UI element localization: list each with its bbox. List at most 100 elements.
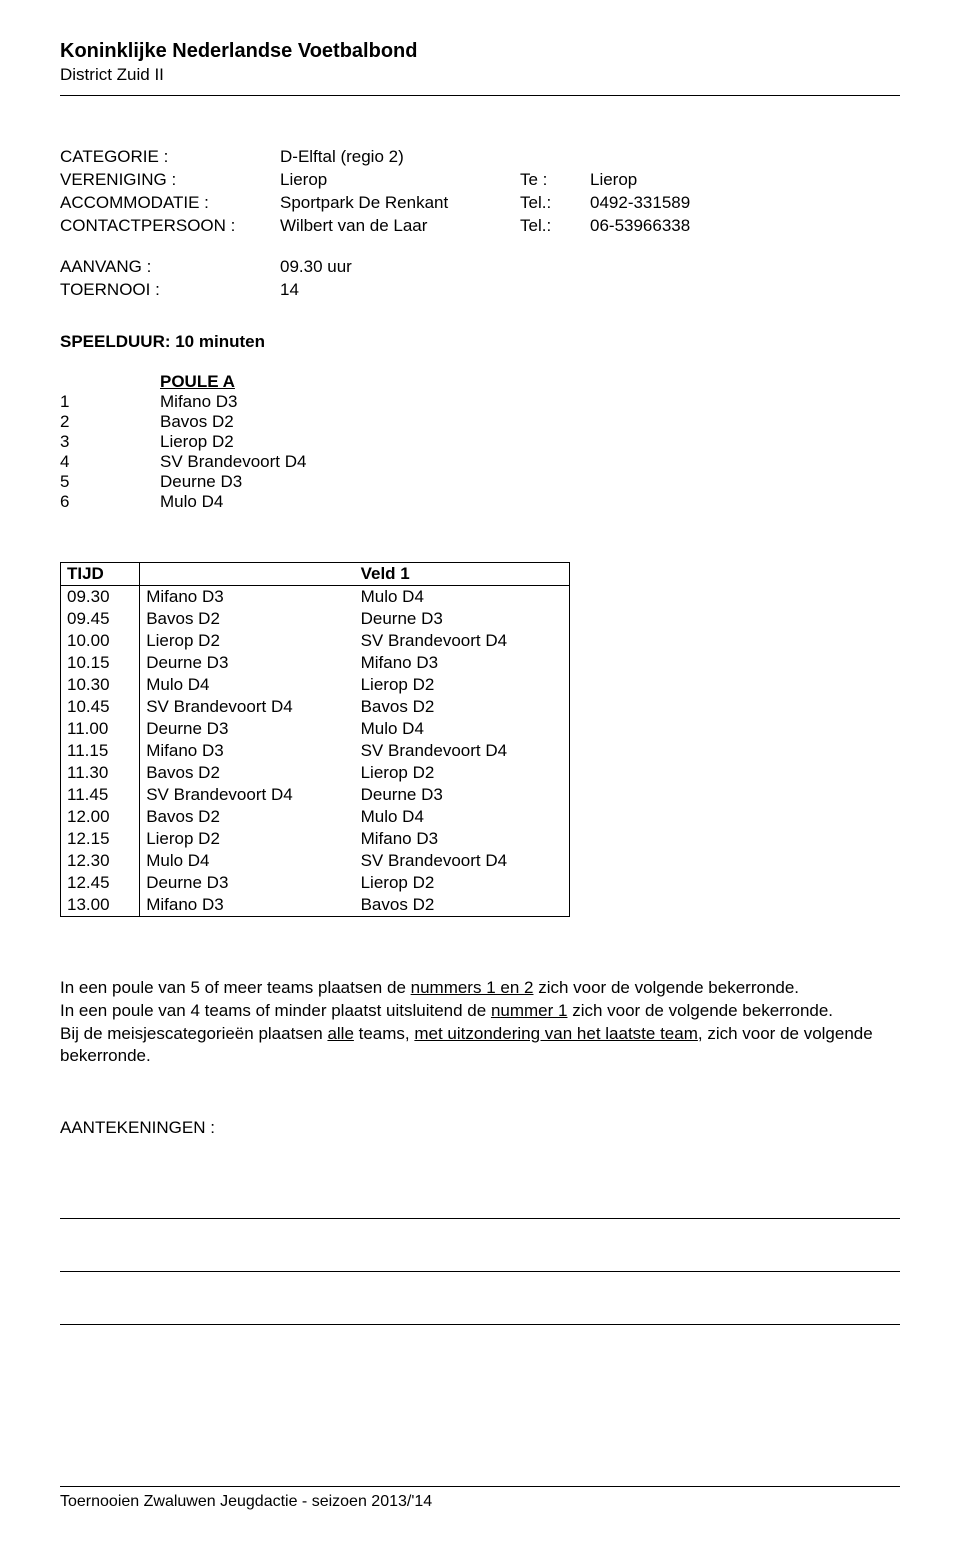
contact-tel-value: 06-53966338 (590, 215, 900, 238)
footer: Toernooien Zwaluwen Jeugdactie - seizoen… (60, 1478, 900, 1511)
note3-u2: met uitzondering van het laatste team (414, 1024, 698, 1043)
toernooi-label: TOERNOOI : (60, 279, 280, 302)
schedule-time: 12.30 (61, 850, 140, 872)
schedule-away-team: Mifano D3 (355, 828, 570, 850)
schedule-time: 13.00 (61, 894, 140, 917)
schedule-home-team: Deurne D3 (140, 872, 355, 894)
header-rule (60, 95, 900, 96)
schedule-away-team: Mulo D4 (355, 585, 570, 608)
accommodatie-label: ACCOMMODATIE : (60, 192, 280, 215)
schedule-away-team: Lierop D2 (355, 674, 570, 696)
schedule-home-team: Mulo D4 (140, 850, 355, 872)
schedule-time: 10.45 (61, 696, 140, 718)
note3-b: teams, (354, 1024, 414, 1043)
schedule-time: 12.00 (61, 806, 140, 828)
schedule-away-team: SV Brandevoort D4 (355, 630, 570, 652)
toernooi-value: 14 (280, 279, 520, 302)
poule-team-number: 2 (60, 412, 160, 432)
district-subtitle: District Zuid II (60, 65, 900, 85)
note1-a: In een poule van 5 of meer teams plaatse… (60, 978, 411, 997)
te-label: Te : (520, 169, 590, 192)
schedule-time: 11.15 (61, 740, 140, 762)
schedule-home-team: Bavos D2 (140, 762, 355, 784)
poule-title: POULE A (160, 372, 900, 392)
accommodatie-value: Sportpark De Renkant (280, 192, 520, 215)
schedule-home-team: Mifano D3 (140, 585, 355, 608)
note2-b: zich voor de volgende bekerronde. (567, 1001, 833, 1020)
blank-line-2 (60, 1241, 900, 1272)
schedule-time: 12.45 (61, 872, 140, 894)
poule-team-name: Deurne D3 (160, 472, 242, 492)
blank-line-1 (60, 1188, 900, 1219)
schedule-away-team: Lierop D2 (355, 872, 570, 894)
schedule-home-team: Mulo D4 (140, 674, 355, 696)
schedule-away-team: Bavos D2 (355, 696, 570, 718)
schedule-away-team: Deurne D3 (355, 608, 570, 630)
accommodatie-tel-label: Tel.: (520, 192, 590, 215)
schedule-time: 09.30 (61, 585, 140, 608)
poule-team-name: Mifano D3 (160, 392, 237, 412)
schedule-home-team: Lierop D2 (140, 630, 355, 652)
categorie-label: CATEGORIE : (60, 146, 280, 169)
speelduur: SPEELDUUR: 10 minuten (60, 332, 900, 352)
contact-label: CONTACTPERSOON : (60, 215, 280, 238)
schedule-table: TIJD Veld 1 09.30Mifano D3Mulo D409.45Ba… (60, 562, 570, 917)
poule-block: POULE A 1Mifano D32Bavos D23Lierop D24SV… (160, 372, 900, 512)
aanvang-label: AANVANG : (60, 256, 280, 279)
aanvang-value: 09.30 uur (280, 256, 520, 279)
schedule-home-team: Bavos D2 (140, 608, 355, 630)
schedule-home-team: Lierop D2 (140, 828, 355, 850)
info-block: CATEGORIE : D-Elftal (regio 2) VERENIGIN… (60, 146, 900, 302)
schedule-home-team: Deurne D3 (140, 718, 355, 740)
contact-value: Wilbert van de Laar (280, 215, 520, 238)
schedule-away-team: Lierop D2 (355, 762, 570, 784)
note2-u: nummer 1 (491, 1001, 568, 1020)
poule-team-name: Lierop D2 (160, 432, 234, 452)
schedule-time: 10.15 (61, 652, 140, 674)
schedule-time: 11.45 (61, 784, 140, 806)
note1-u: nummers 1 en 2 (411, 978, 534, 997)
schedule-home-team: Bavos D2 (140, 806, 355, 828)
schedule-time: 11.30 (61, 762, 140, 784)
poule-team-number: 5 (60, 472, 160, 492)
schedule-time: 09.45 (61, 608, 140, 630)
schedule-away-team: Bavos D2 (355, 894, 570, 917)
aantekeningen-label: AANTEKENINGEN : (60, 1118, 900, 1138)
schedule-time: 11.00 (61, 718, 140, 740)
schedule-home-team: Mifano D3 (140, 894, 355, 917)
schedule-away-team: SV Brandevoort D4 (355, 740, 570, 762)
schedule-away-team: SV Brandevoort D4 (355, 850, 570, 872)
poule-team-number: 4 (60, 452, 160, 472)
schedule-home-team: SV Brandevoort D4 (140, 784, 355, 806)
te-value: Lierop (590, 169, 900, 192)
org-title: Koninklijke Nederlandse Voetbalbond (60, 40, 900, 63)
contact-tel-label: Tel.: (520, 215, 590, 238)
schedule-away-team: Mulo D4 (355, 718, 570, 740)
schedule-away-team: Mulo D4 (355, 806, 570, 828)
schedule-time: 10.30 (61, 674, 140, 696)
note3-u: alle (327, 1024, 353, 1043)
accommodatie-tel-value: 0492-331589 (590, 192, 900, 215)
notes-block: In een poule van 5 of meer teams plaatse… (60, 977, 900, 1069)
note3-a: Bij de meisjescategorieën plaatsen (60, 1024, 327, 1043)
categorie-value: D-Elftal (regio 2) (280, 146, 520, 169)
schedule-home-team: Deurne D3 (140, 652, 355, 674)
schedule-home-team: Mifano D3 (140, 740, 355, 762)
footer-text: Toernooien Zwaluwen Jeugdactie - seizoen… (60, 1493, 900, 1511)
vereniging-value: Lierop (280, 169, 520, 192)
schedule-time: 12.15 (61, 828, 140, 850)
poule-team-name: Bavos D2 (160, 412, 234, 432)
poule-team-name: SV Brandevoort D4 (160, 452, 306, 472)
schedule-away-team: Deurne D3 (355, 784, 570, 806)
schedule-home-team: SV Brandevoort D4 (140, 696, 355, 718)
schedule-header-field: Veld 1 (355, 562, 570, 585)
note2-a: In een poule van 4 teams of minder plaat… (60, 1001, 491, 1020)
poule-team-number: 3 (60, 432, 160, 452)
poule-team-number: 6 (60, 492, 160, 512)
note1-b: zich voor de volgende bekerronde. (533, 978, 799, 997)
vereniging-label: VERENIGING : (60, 169, 280, 192)
footer-rule (60, 1486, 900, 1487)
blank-line-3 (60, 1294, 900, 1325)
schedule-header-time: TIJD (61, 562, 140, 585)
schedule-time: 10.00 (61, 630, 140, 652)
